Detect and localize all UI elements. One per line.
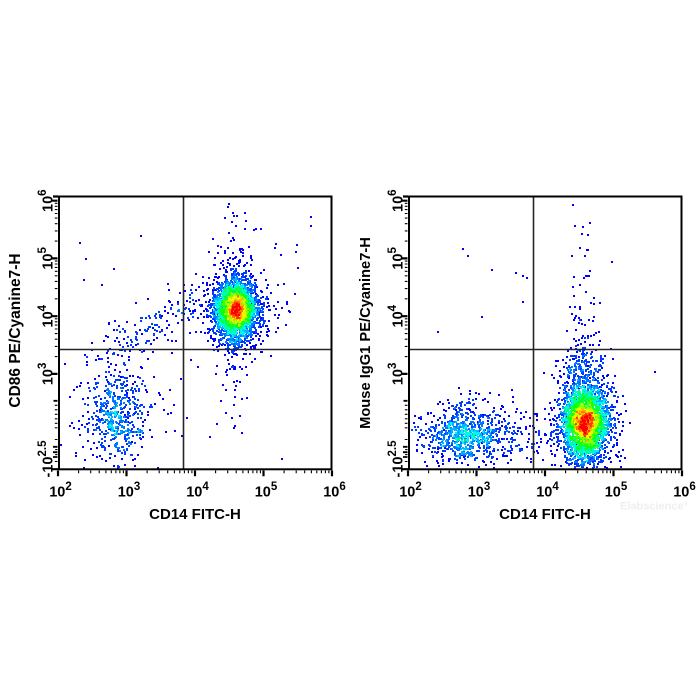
svg-text:CD86 PE/Cyanine7-H: CD86 PE/Cyanine7-H <box>7 253 24 407</box>
svg-text:Elabscience®: Elabscience® <box>620 500 689 513</box>
svg-text:CD14 FITC-H: CD14 FITC-H <box>499 506 591 523</box>
svg-text:CD14 FITC-H: CD14 FITC-H <box>149 506 241 523</box>
svg-text:Mouse IgG1 PE/Cyanine7-H: Mouse IgG1 PE/Cyanine7-H <box>358 237 374 429</box>
